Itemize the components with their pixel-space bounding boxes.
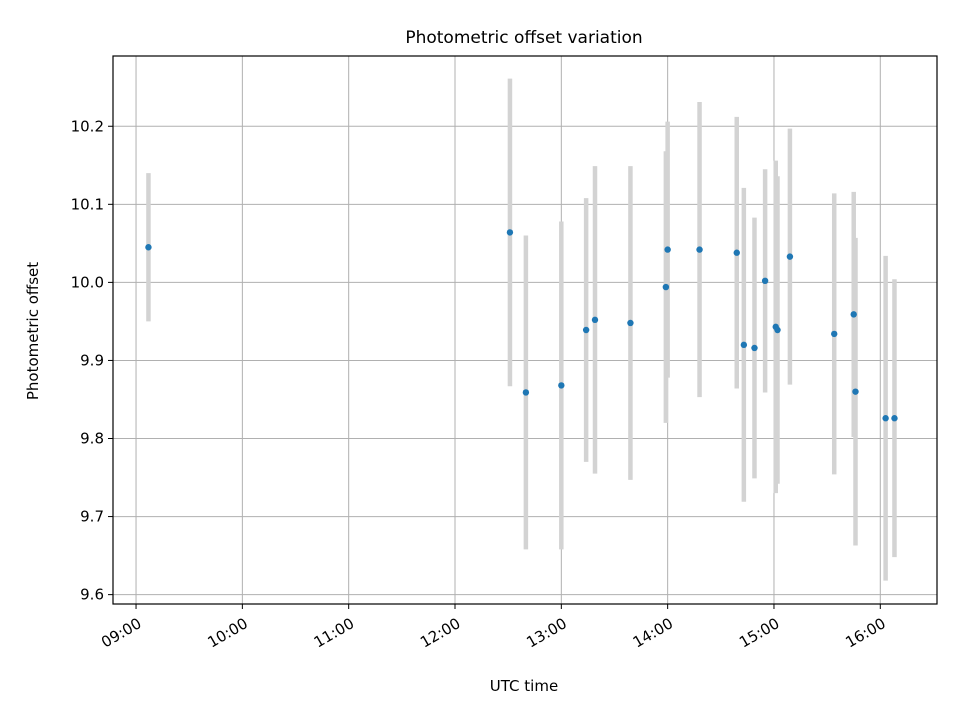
data-point (882, 415, 889, 422)
data-point (751, 344, 758, 352)
data-point (627, 319, 634, 327)
data-point (852, 388, 859, 395)
data-point (506, 229, 514, 236)
data-point (761, 277, 769, 285)
data-point (522, 389, 530, 396)
y-tick-label: 9.7 (80, 508, 104, 526)
y-tick-label: 10.1 (71, 195, 104, 213)
y-tick-label: 10.2 (71, 117, 104, 135)
y-tick-label: 9.9 (80, 351, 104, 369)
data-point (696, 246, 703, 253)
data-points (145, 229, 898, 422)
chart-title: Photometric offset variation (405, 28, 642, 48)
y-axis-label: Photometric offset (24, 262, 42, 400)
data-point (740, 341, 748, 349)
y-axis-ticks: 9.6 9.7 9.8 9.9 10.0 10.1 10.2 (71, 117, 113, 604)
data-point (662, 283, 670, 291)
data-point (558, 382, 565, 389)
data-point (786, 253, 794, 260)
data-point (733, 249, 740, 256)
data-point (582, 326, 590, 334)
data-point (850, 311, 857, 318)
y-tick-label: 9.8 (80, 430, 104, 448)
plot-frame (112, 55, 938, 605)
data-point (591, 316, 599, 324)
data-point (891, 415, 898, 422)
data-point (664, 246, 671, 253)
data-point (774, 326, 781, 334)
y-tick-label: 10.0 (71, 273, 104, 291)
data-point (145, 244, 152, 251)
x-axis-label: UTC time (490, 677, 558, 695)
data-point (831, 330, 838, 338)
y-tick-label: 9.6 (80, 586, 104, 604)
